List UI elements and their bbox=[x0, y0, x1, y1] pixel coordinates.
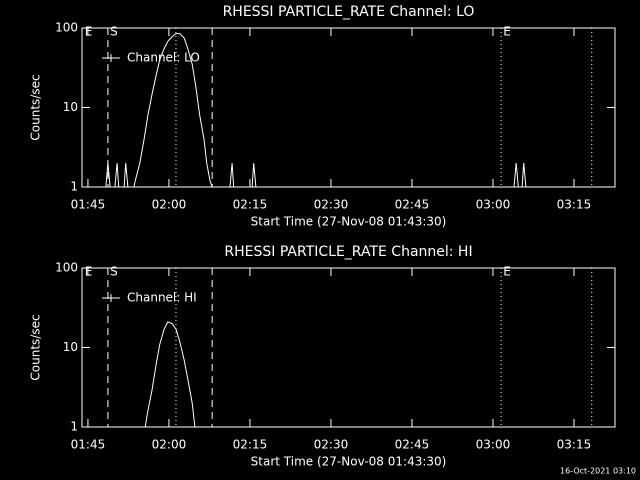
x-tick-label: 02:00 bbox=[152, 438, 187, 452]
x-tick-label: 01:45 bbox=[71, 438, 106, 452]
y-tick-label: 100 bbox=[55, 21, 78, 35]
legend-label: Channel: HI bbox=[127, 291, 197, 305]
y-tick-label: 10 bbox=[63, 340, 78, 354]
x-tick-label: 02:45 bbox=[395, 438, 430, 452]
x-axis-label: Start Time (27-Nov-08 01:43:30) bbox=[251, 215, 447, 229]
x-tick-label: 03:00 bbox=[476, 198, 511, 212]
annotation: E bbox=[85, 265, 93, 279]
x-axis-label: Start Time (27-Nov-08 01:43:30) bbox=[251, 455, 447, 469]
x-tick-label: 01:45 bbox=[71, 198, 106, 212]
x-tick-label: 03:15 bbox=[557, 438, 592, 452]
annotation: S bbox=[110, 25, 118, 39]
data-line bbox=[105, 33, 527, 188]
chart-title: RHESSI PARTICLE_RATE Channel: HI bbox=[224, 244, 472, 260]
x-tick-label: 03:00 bbox=[476, 438, 511, 452]
data-line bbox=[144, 321, 196, 428]
x-tick-label: 02:00 bbox=[152, 198, 187, 212]
y-tick-label: 100 bbox=[55, 261, 78, 275]
annotation: E bbox=[85, 25, 93, 39]
y-axis-label: Counts/sec bbox=[29, 314, 43, 380]
y-axis-label: Counts/sec bbox=[29, 74, 43, 140]
x-tick-label: 02:45 bbox=[395, 198, 430, 212]
y-tick-label: 10 bbox=[63, 100, 78, 114]
x-tick-label: 02:15 bbox=[233, 438, 268, 452]
x-tick-label: 02:30 bbox=[314, 198, 349, 212]
chart-title: RHESSI PARTICLE_RATE Channel: LO bbox=[223, 4, 475, 20]
legend-label: Channel: LO bbox=[127, 51, 200, 65]
annotation: E bbox=[503, 25, 511, 39]
y-tick-label: 1 bbox=[70, 420, 78, 434]
annotation: S bbox=[110, 265, 118, 279]
x-tick-label: 02:15 bbox=[233, 198, 268, 212]
x-tick-label: 03:15 bbox=[557, 198, 592, 212]
x-tick-label: 02:30 bbox=[314, 438, 349, 452]
timestamp: 16-Oct-2021 03:10 bbox=[560, 467, 636, 476]
y-tick-label: 1 bbox=[70, 180, 78, 194]
annotation: E bbox=[503, 265, 511, 279]
